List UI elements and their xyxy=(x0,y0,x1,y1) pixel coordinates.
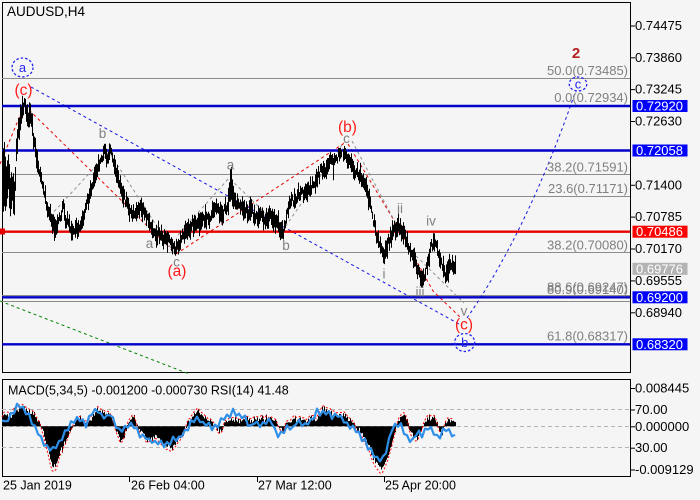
svg-text:b: b xyxy=(99,126,107,141)
svg-text:iii: iii xyxy=(416,285,425,300)
svg-text:-0.009129: -0.009129 xyxy=(635,462,694,477)
svg-text:(a): (a) xyxy=(168,263,187,280)
svg-text:0.69776: 0.69776 xyxy=(636,261,683,276)
svg-text:80.9(0.69140): 80.9(0.69140) xyxy=(547,282,628,297)
svg-text:25 Jan 2019: 25 Jan 2019 xyxy=(3,479,72,493)
svg-text:70.00: 70.00 xyxy=(635,402,668,417)
svg-text:c: c xyxy=(173,255,180,270)
svg-text:38.2(0.70080): 38.2(0.70080) xyxy=(547,238,628,253)
svg-text:0.68940: 0.68940 xyxy=(635,305,682,320)
svg-text:(c): (c) xyxy=(455,317,473,334)
svg-text:MACD(5,34,5) -0.001200 -0.0007: MACD(5,34,5) -0.001200 -0.000730 RSI(14)… xyxy=(8,384,289,398)
svg-text:b: b xyxy=(282,238,290,253)
svg-text:50.0(0.73485): 50.0(0.73485) xyxy=(547,63,628,78)
svg-text:a: a xyxy=(146,236,154,251)
svg-text:ii: ii xyxy=(397,201,403,216)
svg-text:38.2(0.71591): 38.2(0.71591) xyxy=(547,160,628,175)
svg-text:v: v xyxy=(461,304,468,319)
svg-text:a: a xyxy=(19,60,27,75)
svg-text:26 Feb 04:00: 26 Feb 04:00 xyxy=(131,479,205,493)
svg-text:23.6(0.71171): 23.6(0.71171) xyxy=(548,181,628,196)
svg-text:27 Mar 12:00: 27 Mar 12:00 xyxy=(258,479,332,493)
svg-text:0.73245: 0.73245 xyxy=(635,82,682,97)
svg-text:(b): (b) xyxy=(338,119,357,136)
svg-text:30.00: 30.00 xyxy=(635,440,668,455)
svg-text:c: c xyxy=(343,131,350,146)
svg-text:0.008445: 0.008445 xyxy=(635,381,689,396)
svg-text:iv: iv xyxy=(426,214,436,229)
svg-text:0.70785: 0.70785 xyxy=(635,209,682,224)
svg-text:0.72058: 0.72058 xyxy=(636,143,683,158)
svg-text:0.69200: 0.69200 xyxy=(636,290,683,305)
svg-text:0.71400: 0.71400 xyxy=(635,177,682,192)
svg-text:i: i xyxy=(383,267,386,282)
svg-text:0.000000: 0.000000 xyxy=(635,419,689,434)
svg-text:0.69555: 0.69555 xyxy=(635,273,682,288)
svg-text:61.8(0.68317): 61.8(0.68317) xyxy=(547,329,628,344)
svg-text:0.72920: 0.72920 xyxy=(636,99,683,114)
svg-text:0.72630: 0.72630 xyxy=(635,114,682,129)
svg-text:0.70170: 0.70170 xyxy=(635,241,682,256)
svg-text:25 Apr 20:00: 25 Apr 20:00 xyxy=(385,479,456,493)
svg-text:0.0(0.72934): 0.0(0.72934) xyxy=(554,90,628,105)
svg-text:0.68320: 0.68320 xyxy=(636,337,683,352)
svg-text:AUDUSD,H4: AUDUSD,H4 xyxy=(7,4,86,19)
svg-text:0.70486: 0.70486 xyxy=(636,224,683,239)
svg-text:0.73860: 0.73860 xyxy=(635,50,682,65)
svg-text:a: a xyxy=(227,158,235,173)
svg-text:2: 2 xyxy=(572,45,580,62)
svg-text:88.6(0.69247): 88.6(0.69247) xyxy=(547,280,628,295)
svg-text:0.74475: 0.74475 xyxy=(635,18,682,33)
svg-text:b: b xyxy=(461,335,468,350)
svg-text:(c): (c) xyxy=(14,82,32,99)
svg-text:c: c xyxy=(575,77,582,92)
